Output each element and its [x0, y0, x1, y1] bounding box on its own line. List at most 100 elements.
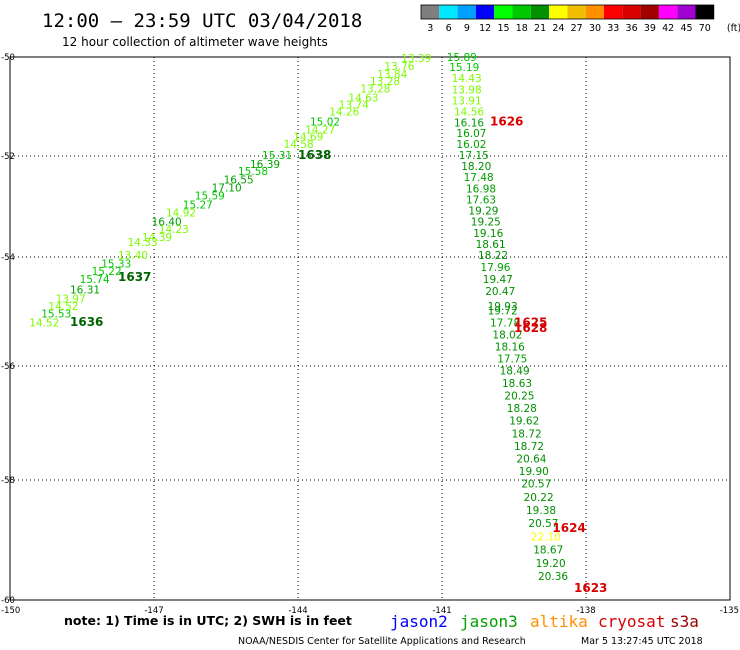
wave-height-point: 14.58 — [284, 139, 314, 151]
pass-label: 1637 — [118, 270, 151, 284]
colorbar-swatch — [567, 5, 586, 19]
wave-height-point: 14.27 — [305, 124, 335, 136]
legend-jason3: jason3 — [460, 612, 518, 631]
colorbar-swatch — [421, 5, 440, 19]
wave-height-point: 20.22 — [524, 492, 554, 504]
wave-height-point: 16.31 — [70, 285, 100, 297]
y-tick-labels: -50 -52 -54 -56 -58 -60 — [1, 53, 15, 606]
wave-height-point: 15.59 — [195, 190, 225, 202]
chart-subtitle: 12 hour collection of altimeter wave hei… — [62, 35, 328, 49]
footer-credit: NOAA/NESDIS Center for Satellite Applica… — [238, 636, 526, 647]
wave-height-point: 15.27 — [183, 199, 213, 211]
colorbar-label: 24 — [552, 23, 564, 34]
wave-height-point: 16.07 — [456, 128, 486, 140]
wave-height-point: 15.02 — [310, 116, 340, 128]
colorbar-label: 15 — [497, 23, 509, 34]
data-points: 14.5215.5314.5213.9716.3115.7415.2215.33… — [29, 52, 568, 583]
x-tick-label: -147 — [144, 606, 163, 616]
satellite-legend: jason2 jason3 altika cryosat s3a — [390, 612, 699, 631]
wave-height-point: 14.23 — [159, 224, 189, 236]
colorbar-label: 33 — [607, 23, 619, 34]
wave-height-point: 19.20 — [536, 558, 566, 570]
wave-height-point: 14.63 — [348, 93, 378, 105]
footer-timestamp: Mar 5 13:27:45 UTC 2018 — [581, 636, 703, 647]
y-tick-label: -50 — [1, 53, 15, 63]
colorbar-swatch — [695, 5, 714, 19]
wave-height-point: 15.22 — [92, 266, 122, 278]
pass-label: 1638 — [298, 148, 331, 162]
colorbar-label: 12 — [479, 23, 491, 34]
legend-s3a: s3a — [670, 612, 699, 631]
y-tick-label: -58 — [1, 476, 15, 486]
wave-height-point: 13.98 — [452, 85, 482, 97]
wave-height-point: 18.72 — [512, 428, 542, 440]
colorbar-swatch — [549, 5, 568, 19]
colorbar-swatch — [530, 5, 550, 19]
x-tick-label: -135 — [720, 606, 739, 616]
wave-height-point: 14.52 — [29, 317, 59, 329]
wave-height-point: 13.28 — [370, 76, 400, 88]
colorbar-swatch — [512, 5, 531, 19]
wave-height-point: 14.69 — [293, 132, 323, 144]
wave-height-point: 19.29 — [468, 206, 498, 218]
colorbar-label: 18 — [516, 23, 528, 34]
colorbar-swatch — [457, 5, 476, 19]
colorbar-border — [420, 4, 715, 20]
wave-height-point: 19.72 — [488, 305, 518, 317]
x-tick-label: -144 — [288, 606, 307, 616]
colorbar-label: 9 — [464, 23, 470, 34]
colorbar-label: 39 — [644, 23, 656, 34]
wave-height-point: 15.89 — [447, 52, 477, 64]
wave-height-point: 20.36 — [538, 571, 568, 583]
wave-height-point: 17.15 — [459, 150, 489, 162]
wave-height-point: 17.75 — [497, 353, 527, 365]
y-tick-label: -52 — [1, 152, 15, 162]
y-tick-label: -56 — [1, 362, 15, 372]
wave-height-point: 18.61 — [476, 239, 506, 251]
x-tick-label: -141 — [432, 606, 451, 616]
colorbar-label: 21 — [534, 23, 546, 34]
colorbar-swatch — [604, 5, 623, 19]
colorbar-label: 70 — [699, 23, 711, 34]
wave-height-point: 19.90 — [519, 466, 549, 478]
wave-height-point: 18.20 — [461, 161, 491, 173]
wave-height-point: 17.78 — [490, 317, 520, 329]
wave-height-point: 18.28 — [507, 403, 537, 415]
wave-height-point: 20.25 — [504, 391, 534, 403]
grid — [10, 57, 730, 600]
colorbar-swatch — [640, 5, 659, 19]
wave-height-point: 20.57 — [521, 479, 551, 491]
x-tick-labels: -150 -147 -144 -141 -138 -135 — [1, 606, 739, 616]
colorbar-swatch — [439, 5, 458, 19]
wave-height-point: 13.40 — [118, 250, 148, 262]
wave-height-point: 15.53 — [41, 309, 71, 321]
wave-height-point: 19.93 — [488, 301, 518, 313]
wave-height-point: 14.39 — [142, 232, 172, 244]
pass-label: 1626 — [490, 114, 523, 128]
colorbar: 3 6 9 12 15 18 21 24 27 30 33 36 39 42 45 70 (ft) — [420, 4, 740, 34]
wave-height-point: 18.16 — [495, 341, 525, 353]
pass-label: 1624 — [552, 521, 585, 535]
wave-height-point: 14.56 — [454, 106, 484, 118]
colorbar-label: 30 — [589, 23, 601, 34]
wave-height-point: 19.47 — [483, 274, 513, 286]
pass-label: 1625 — [514, 315, 547, 329]
wave-height-point: 18.72 — [514, 441, 544, 453]
wave-height-point: 16.02 — [456, 139, 486, 151]
chart-title: 12:00 — 23:59 UTC 03/04/2018 — [42, 10, 362, 32]
wave-height-point: 17.63 — [466, 194, 496, 206]
wave-height-point: 13.97 — [56, 293, 86, 305]
wave-height-point: 13.76 — [384, 61, 414, 73]
colorbar-swatch — [494, 5, 513, 19]
colorbar-label: 45 — [680, 23, 692, 34]
wave-height-point: 20.57 — [528, 518, 558, 530]
wave-height-point: 19.25 — [471, 217, 501, 229]
wave-height-point: 18.63 — [502, 378, 532, 390]
wave-height-point: 18.49 — [500, 366, 530, 378]
wave-height-point: 13.28 — [360, 84, 390, 96]
wave-height-point: 16.39 — [250, 159, 280, 171]
y-tick-label: -54 — [1, 253, 15, 263]
wave-height-point: 15.33 — [101, 259, 131, 271]
